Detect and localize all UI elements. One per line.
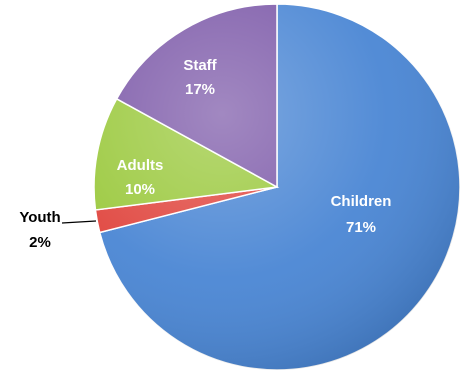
slice-label-youth: Youth 2% [19,209,60,251]
staff-label: Staff [183,57,217,74]
slice-label-children: Children 71% [331,193,392,236]
adults-label: Adults [117,157,164,174]
youth-leader-line [61,220,97,224]
youth-label: Youth [19,209,60,226]
children-label: Children [331,193,392,210]
children-percent: 71% [346,219,376,236]
youth-percent: 2% [29,234,51,251]
slice-label-staff: Staff 17% [183,57,217,98]
staff-percent: 17% [185,81,215,98]
slice-label-adults: Adults 10% [117,157,164,198]
adults-percent: 10% [125,181,155,198]
